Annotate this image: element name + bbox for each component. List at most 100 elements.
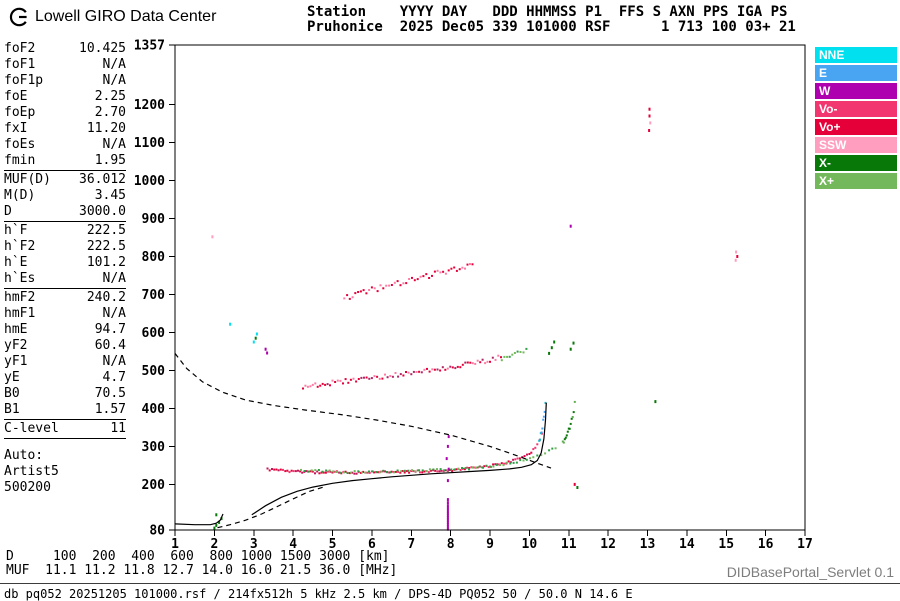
svg-text:3: 3	[250, 537, 258, 552]
param-label: yE	[4, 370, 20, 385]
autoscaling-info: Auto: Artist5 500200	[4, 448, 126, 496]
parameter-group: foF2 10.425 foF1 N/A foF1p N/A foE 2.25 foEp 2.70…	[4, 40, 126, 170]
svg-text:700: 700	[142, 288, 166, 303]
autoscaling-line: 500200	[4, 480, 51, 495]
svg-text:2: 2	[210, 537, 218, 552]
svg-text:10: 10	[522, 537, 538, 552]
svg-text:4: 4	[289, 537, 297, 552]
param-label: foF1	[4, 57, 36, 72]
param-value: 10.425	[79, 41, 126, 56]
svg-text:1200: 1200	[134, 98, 165, 113]
param-label: foF1p	[4, 73, 44, 88]
app-logo: Lowell GIRO Data Center	[8, 6, 216, 28]
legend-item-vo: Vo+	[815, 119, 897, 135]
param-value: N/A	[102, 57, 126, 72]
param-label: MUF(D)	[4, 172, 51, 187]
param-label: foF2	[4, 41, 36, 56]
param-row-he: h`E 101.2	[4, 255, 126, 271]
station-header: Station YYYY DAY DDD HHMMSS P1 FFS S AXN…	[307, 5, 796, 35]
param-value: 2.25	[94, 89, 126, 104]
param-value: N/A	[102, 354, 126, 369]
param-row-hmf2: hmF2 240.2	[4, 290, 126, 306]
svg-text:14: 14	[679, 537, 695, 552]
param-value: N/A	[102, 137, 126, 152]
autoscaling-line: Auto:	[4, 448, 44, 463]
legend-item-w: W	[815, 83, 897, 99]
svg-text:5: 5	[329, 537, 337, 552]
param-row-fxi: fxI 11.20	[4, 121, 126, 137]
svg-text:17: 17	[797, 537, 813, 552]
param-label: foEp	[4, 105, 36, 120]
svg-text:80: 80	[149, 524, 165, 539]
param-row-fof1p: foF1p N/A	[4, 73, 126, 89]
parameter-panel: foF2 10.425 foF1 N/A foF1p N/A foE 2.25 foEp 2.70…	[4, 40, 126, 496]
d-row: D 100 200 400 600 800 1000 1500 3000 [km…	[6, 549, 390, 564]
autoscaling-line: Artist5	[4, 464, 59, 479]
param-value: 2.70	[94, 105, 126, 120]
param-row-hf2: h`F2 222.5	[4, 239, 126, 255]
param-value: 222.5	[86, 239, 126, 254]
legend-item-nne: NNE	[815, 47, 897, 63]
svg-text:900: 900	[142, 212, 166, 227]
legend-item-ssw: SSW	[815, 137, 897, 153]
legend-item-e: E	[815, 65, 897, 81]
app-logo-text: Lowell GIRO Data Center	[35, 8, 217, 25]
param-value: N/A	[102, 306, 126, 321]
svg-text:1000: 1000	[134, 174, 165, 189]
echo-legend: NNE E W Vo- Vo+ SSW X- X+	[815, 47, 897, 191]
svg-text:600: 600	[142, 326, 166, 341]
svg-text:12: 12	[600, 537, 616, 552]
param-row-b0: B0 70.5	[4, 386, 126, 402]
param-row-ye: yE 4.7	[4, 370, 126, 386]
file-status-line: db pq052 20251205 101000.rsf / 214fx512h…	[4, 587, 633, 601]
param-label: B0	[4, 386, 20, 401]
param-label: h`E	[4, 255, 28, 270]
servlet-watermark: DIDBasePortal_Servlet 0.1	[726, 564, 894, 580]
param-label: M(D)	[4, 188, 36, 203]
param-row-b1: B1 1.57	[4, 402, 126, 418]
muf-row: MUF 11.1 11.2 11.8 12.7 14.0 16.0 21.5 3…	[6, 563, 398, 578]
svg-text:800: 800	[142, 250, 166, 265]
svg-text:16: 16	[758, 537, 774, 552]
param-row-yf1: yF1 N/A	[4, 354, 126, 370]
param-row-d: D 3000.0	[4, 204, 126, 220]
param-row-hmf1: hmF1 N/A	[4, 306, 126, 322]
param-label: D	[4, 204, 12, 219]
param-label: yF2	[4, 338, 28, 353]
param-label: hmF2	[4, 290, 36, 305]
param-label: yF1	[4, 354, 28, 369]
param-value: 240.2	[86, 290, 126, 305]
param-label: hmF1	[4, 306, 36, 321]
svg-text:6: 6	[368, 537, 376, 552]
param-row-fof2: foF2 10.425	[4, 41, 126, 57]
param-label: fxI	[4, 121, 28, 136]
param-value: 11.20	[86, 121, 126, 136]
giro-logo-icon	[9, 7, 27, 27]
param-label: fmin	[4, 153, 36, 168]
parameter-group: MUF(D) 36.012 M(D) 3.45 D 3000.0	[4, 170, 126, 221]
param-row-yf2: yF2 60.4	[4, 338, 126, 354]
param-value: 3000.0	[79, 204, 126, 219]
svg-text:300: 300	[142, 440, 166, 455]
parameter-group: h`F 222.5 h`F2 222.5 h`E 101.2 h`Es N/A	[4, 221, 126, 288]
param-row-hf: h`F 222.5	[4, 223, 126, 239]
param-value: N/A	[102, 271, 126, 286]
param-value: 11	[110, 421, 126, 436]
param-value: 1.95	[94, 153, 126, 168]
param-row-clevel: C-level 11	[4, 421, 126, 437]
param-value: 101.2	[86, 255, 126, 270]
svg-text:13: 13	[640, 537, 656, 552]
param-label: B1	[4, 402, 20, 417]
parameter-group: hmF2 240.2 hmF1 N/A hmE 94.7 yF2 60.4 yF1 N/A yE 4.…	[4, 288, 126, 419]
svg-text:500: 500	[142, 364, 166, 379]
svg-text:1100: 1100	[134, 136, 165, 151]
param-value: 1.57	[94, 402, 126, 417]
param-value: 70.5	[94, 386, 126, 401]
svg-text:1357: 1357	[134, 39, 165, 54]
param-value: 222.5	[86, 223, 126, 238]
param-label: h`Es	[4, 271, 36, 286]
param-row-mufd: MUF(D) 36.012	[4, 172, 126, 188]
param-label: foEs	[4, 137, 36, 152]
param-label: C-level	[4, 421, 59, 436]
legend-item-x: X-	[815, 155, 897, 171]
